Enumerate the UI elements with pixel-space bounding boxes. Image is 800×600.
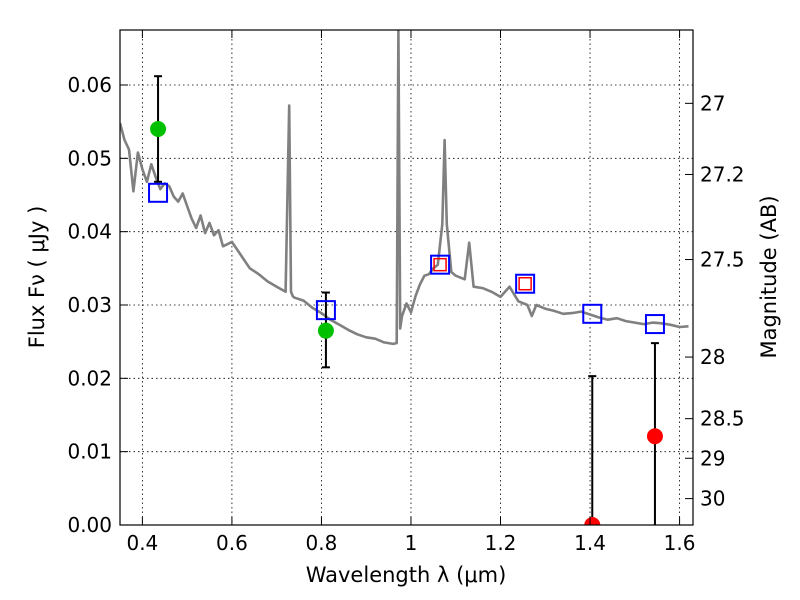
y-tick-label: 0.06 bbox=[67, 73, 112, 97]
x-tick-label: 0.8 bbox=[306, 531, 338, 555]
y2-tick-label: 27 bbox=[700, 91, 725, 115]
model-point bbox=[430, 254, 451, 275]
axis-ticks: 0.4 0.6 0.8 1 1.2 1.4 1.6 0.00 0.01 0.02 0.03 0.04 0… bbox=[67, 30, 745, 555]
observed-point bbox=[584, 517, 601, 525]
y-tick-label: 0.00 bbox=[67, 513, 112, 537]
y-tick-label: 0.05 bbox=[67, 146, 112, 170]
y-tick-label: 0.04 bbox=[67, 220, 112, 244]
model-point bbox=[644, 314, 665, 335]
y-tick-label: 0.01 bbox=[67, 440, 112, 464]
y2-tick-label: 28.5 bbox=[700, 407, 745, 431]
model-point bbox=[515, 273, 536, 294]
model-point-inner bbox=[518, 276, 532, 291]
y2-tick-label: 27.2 bbox=[700, 162, 745, 186]
spectrum-line bbox=[120, 30, 689, 346]
observed-point bbox=[150, 121, 167, 137]
x-tick-label: 1.2 bbox=[485, 531, 517, 555]
x-tick-label: 0.6 bbox=[216, 531, 248, 555]
x-tick-label: 1.6 bbox=[664, 531, 696, 555]
y-tick-label: 0.03 bbox=[67, 293, 112, 317]
y-tick-label: 0.02 bbox=[67, 366, 112, 390]
y2-tick-label: 28 bbox=[700, 345, 725, 369]
y2-tick-label: 27.5 bbox=[700, 248, 745, 272]
model-point bbox=[582, 303, 603, 324]
model-point-inner bbox=[433, 257, 447, 272]
x-tick-label: 1.4 bbox=[574, 531, 606, 555]
x-tick-label: 0.4 bbox=[126, 531, 158, 555]
model-point bbox=[315, 300, 336, 321]
observed-point bbox=[317, 322, 334, 339]
x-tick-label: 1 bbox=[405, 531, 418, 555]
axes-frame bbox=[119, 29, 694, 526]
plot-area bbox=[120, 30, 689, 525]
y2-tick-label: 29 bbox=[700, 446, 725, 470]
model-point bbox=[148, 182, 169, 203]
y2-axis-label: Magnitude (AB) bbox=[757, 195, 781, 358]
y2-tick-label: 30 bbox=[700, 487, 725, 511]
observed-point bbox=[646, 428, 663, 445]
x-axis-label: Wavelength λ (μm) bbox=[306, 563, 507, 587]
y-axis-label: Flux Fν ( μJy ) bbox=[25, 206, 49, 349]
